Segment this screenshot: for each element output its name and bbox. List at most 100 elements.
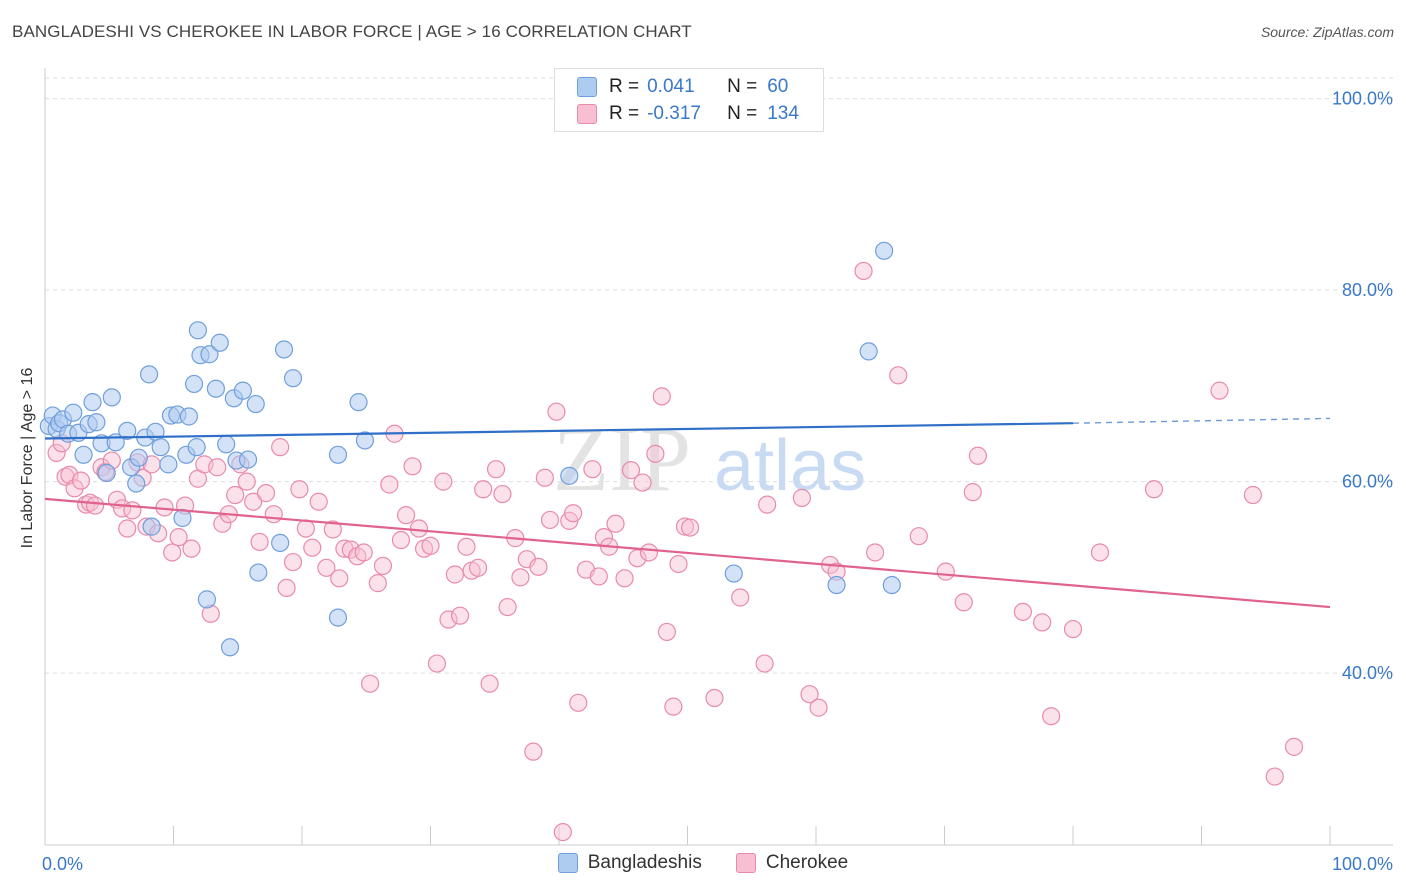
data-point-bangladeshis (328, 445, 348, 464)
data-point-cherokee (271, 438, 290, 457)
data-point-cherokee (468, 558, 488, 577)
data-point-cherokee (680, 518, 700, 537)
data-point-cherokee (540, 510, 560, 530)
data-point-cherokee (427, 654, 447, 673)
data-point-bangladeshis (859, 342, 878, 361)
data-point-cherokee (535, 468, 554, 487)
data-point-cherokee (705, 688, 724, 708)
data-point-cherokee (368, 574, 387, 593)
data-point-cherokee (123, 501, 142, 520)
data-point-bangladeshis (200, 345, 219, 364)
data-point-bangladeshis (217, 435, 236, 454)
data-point-bangladeshis (827, 575, 846, 595)
data-point-bangladeshis (173, 508, 192, 528)
data-point-cherokee (936, 562, 955, 581)
data-point-bangladeshis (206, 379, 226, 398)
data-point-bangladeshis (151, 438, 170, 457)
data-point-cherokee (277, 578, 296, 598)
data-point-bangladeshis (724, 564, 743, 583)
legend-r-value: -0.317 (647, 103, 701, 124)
data-point-bangladeshis (118, 421, 137, 440)
data-point-cherokee (283, 552, 303, 572)
data-point-bangladeshis (127, 474, 146, 493)
data-point-bangladeshis (83, 393, 102, 412)
data-point-cherokee (639, 543, 659, 562)
data-point-cherokee (1265, 767, 1284, 786)
data-point-cherokee (646, 444, 665, 463)
data-point-bangladeshis (875, 241, 894, 260)
x-tick-label-min: 0.0% (42, 854, 83, 874)
data-point-bangladeshis (187, 438, 206, 457)
data-point-cherokee (854, 261, 873, 281)
data-point-cherokee (323, 520, 342, 539)
data-point-bangladeshis (355, 431, 375, 450)
legend-label-cherokee: Cherokee (765, 852, 849, 873)
data-point-cherokee (800, 685, 819, 704)
data-point-cherokee (498, 597, 517, 617)
data-point-bangladeshis (349, 393, 368, 412)
legend-swatch-blue (577, 77, 597, 97)
data-point-cherokee (889, 366, 908, 385)
data-point-cherokee (569, 693, 588, 712)
data-point-cherokee (60, 465, 79, 485)
legend-row-bangladeshis: R = 0.041 N = 60 (577, 75, 788, 99)
data-point-cherokee (486, 460, 506, 479)
data-point-cherokee (615, 569, 634, 588)
y-tick-label: 80.0% (1342, 280, 1393, 300)
data-point-cherokee (1033, 613, 1052, 632)
y-tick-label: 40.0% (1342, 663, 1393, 683)
data-point-cherokee (396, 506, 416, 525)
data-point-cherokee (564, 504, 583, 523)
trend-lines (44, 417, 1331, 609)
data-point-cherokee (208, 458, 227, 477)
data-point-bangladeshis (142, 517, 161, 536)
legend-n-label: N = (727, 103, 758, 124)
data-point-cherokee (675, 517, 695, 536)
data-point-cherokee (303, 538, 322, 557)
data-point-cherokee (606, 514, 625, 533)
legend-r-label: R = (609, 76, 640, 97)
data-point-cherokee (309, 492, 328, 511)
legend-item-cherokee[interactable]: Cherokee (735, 852, 849, 874)
data-point-bangladeshis (74, 445, 93, 464)
data-point-cherokee (1042, 707, 1061, 726)
legend-r-value: 0.041 (647, 76, 695, 97)
data-point-cherokee (450, 606, 470, 625)
data-point-bangladeshis (560, 466, 579, 485)
data-point-cherokee (792, 488, 811, 507)
data-point-bangladeshis (220, 638, 240, 657)
data-point-cherokee (755, 654, 774, 673)
data-point-bangladeshis (184, 374, 204, 394)
legend-r-label: R = (609, 103, 640, 124)
trendline-bangladeshis-extension (1072, 417, 1331, 424)
trendline-bangladeshis (44, 422, 1074, 440)
data-point-cherokee (954, 593, 973, 612)
data-point-bangladeshis (87, 413, 106, 432)
data-point-cherokee (244, 492, 263, 511)
data-point-cherokee (354, 543, 373, 562)
data-point-cherokee (1144, 480, 1164, 499)
legend-swatch-pink (735, 853, 756, 873)
trendline-cherokee (44, 497, 1331, 609)
data-point-cherokee (547, 402, 566, 421)
data-point-cherokee (421, 536, 440, 555)
data-point-cherokee (511, 568, 530, 587)
data-point-cherokee (169, 528, 188, 547)
data-point-cherokee (330, 569, 349, 588)
data-point-cherokee (731, 588, 750, 607)
source-label: Source: ZipAtlas.com (1260, 24, 1394, 40)
data-point-cherokee (296, 519, 315, 538)
data-point-bangladeshis (271, 533, 290, 552)
data-point-cherokee (1284, 737, 1304, 756)
data-point-cherokee (669, 554, 688, 574)
data-point-cherokee (290, 480, 309, 499)
grid-lines (45, 77, 1393, 674)
data-point-bangladeshis (210, 333, 229, 352)
data-point-bangladeshis (246, 394, 265, 414)
data-point-cherokee (621, 461, 641, 480)
y-tick-label: 100.0% (1332, 89, 1393, 109)
legend-item-bangladeshis[interactable]: Bangladeshis (557, 852, 702, 874)
legend-n-label: N = (727, 76, 758, 97)
data-point-cherokee (457, 537, 476, 556)
